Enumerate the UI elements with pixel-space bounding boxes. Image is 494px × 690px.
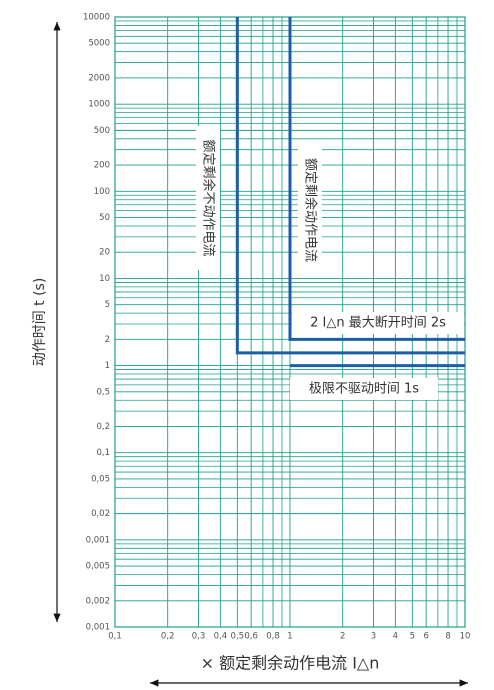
y-axis-label: 动作时间 t (s): [32, 278, 48, 367]
y-tick-label: 5: [105, 300, 110, 310]
x-axis-label: × 额定剩余动作电流 I△n: [201, 654, 380, 673]
y-tick-label: 200: [94, 161, 110, 171]
y-tick-label: 500: [94, 126, 110, 136]
y-tick-label: 5000: [88, 39, 110, 49]
x-tick-label: 2: [340, 632, 345, 642]
y-tick-label: 2: [105, 335, 110, 345]
curve: [235, 17, 465, 355]
y-tick-label: 0,001: [86, 623, 110, 633]
y-tick-label: 0,1: [96, 448, 110, 458]
annotation-box: [292, 312, 464, 334]
y-tick-label: 0,001: [86, 535, 110, 545]
x-tick-label: 8: [445, 632, 450, 642]
y-tick-label: 50: [99, 213, 110, 223]
x-tick-label: 6: [423, 632, 428, 642]
x-tick-label: 0,2: [161, 632, 175, 642]
y-tick-label: 0,005: [86, 562, 110, 572]
annotation-box: [298, 148, 322, 272]
annotation-box: [290, 378, 438, 400]
annotation: 2 I△n 最大断开时间 2s: [310, 316, 446, 331]
y-tick-label: 10000: [83, 13, 110, 23]
y-tick-label: 1: [105, 361, 110, 371]
y-tick-label: 0,02: [91, 509, 110, 519]
x-tick-label: 5: [410, 632, 415, 642]
y-tick-label: 2000: [88, 73, 110, 83]
y-tick-label: 20: [99, 248, 110, 258]
annotation: 额定剩余动作电流: [303, 158, 319, 262]
y-tick-label: 0,002: [86, 596, 110, 606]
x-tick-label: 0,4: [214, 632, 228, 642]
x-tick-label: 1: [287, 632, 292, 642]
x-tick-label: 0,3: [192, 632, 206, 642]
x-tick-label: 0,8: [266, 632, 280, 642]
y-tick-label: 1000: [88, 100, 110, 110]
y-tick-label: 10: [99, 274, 110, 284]
annotation-box: [196, 126, 220, 270]
y-tick-label: 100: [94, 187, 110, 197]
annotation: 额定剩余不动作电流: [201, 139, 217, 256]
y-tick-label: 0,5: [96, 387, 110, 397]
y-tick-label: 0,05: [91, 474, 110, 484]
x-tick-label: 10: [460, 632, 471, 642]
x-tick-label: 0,5: [231, 632, 245, 642]
curve: [288, 17, 465, 341]
annotation: 极限不驱动时间 1s: [309, 382, 419, 397]
y-tick-label: 0,2: [96, 422, 110, 432]
x-tick-label: 0,1: [108, 632, 122, 642]
x-tick-label: 0,6: [244, 632, 258, 642]
x-tick-label: 4: [393, 632, 398, 642]
x-tick-label: 3: [371, 632, 376, 642]
